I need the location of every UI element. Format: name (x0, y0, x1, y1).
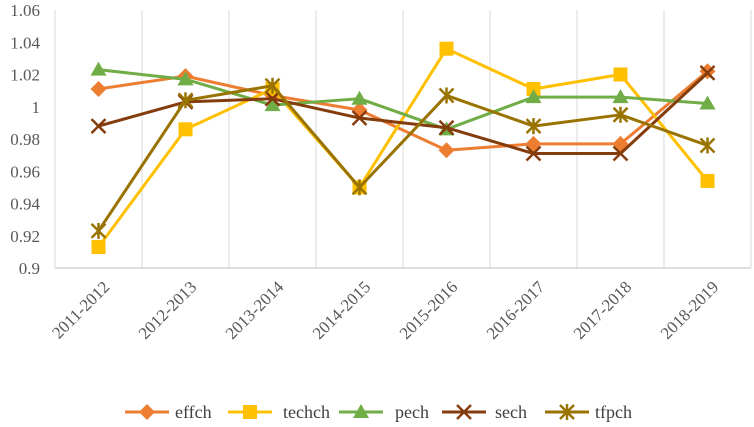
legend-label: effch (175, 402, 212, 422)
data-point-pech (351, 90, 368, 105)
legend-item-tfpch: tfpch (545, 402, 632, 422)
data-point-techch (613, 67, 628, 82)
legend-marker (353, 404, 369, 418)
legend-marker (456, 404, 472, 420)
series-layer (90, 41, 716, 255)
grid-layer (54, 10, 752, 268)
data-point-techch (700, 173, 715, 188)
data-point-tfpch (438, 87, 455, 104)
data-point-sech (612, 145, 629, 162)
legend: effch techch pech sech tfpch (125, 402, 632, 422)
data-point-tfpch (177, 92, 194, 109)
legend-item-sech: sech (442, 402, 527, 422)
x-tick-label: 2013-2014 (222, 277, 288, 343)
axis-layer: 0.9 0.92 0.94 0.96 0.98 1 1.02 1.04 1.06 2011-201… (10, 1, 751, 343)
legend-label: pech (395, 402, 429, 422)
data-point-tfpch (351, 179, 368, 196)
data-point-tfpch (90, 222, 107, 239)
data-point-sech (438, 119, 455, 136)
y-tick-label: 1.06 (10, 1, 40, 20)
legend-marker (139, 404, 155, 420)
series-pech (90, 61, 716, 136)
series-sech (90, 65, 716, 162)
series-tfpch (90, 77, 716, 239)
x-tick-label: 2012-2013 (135, 277, 201, 343)
legend-label: tfpch (595, 402, 632, 422)
y-tick-label: 1 (32, 98, 41, 117)
data-point-sech (525, 145, 542, 162)
data-point-tfpch (612, 106, 629, 123)
x-tick-label: 2016-2017 (483, 277, 549, 343)
legend-item-techch: techch (228, 402, 330, 422)
series-line-techch (97, 47, 709, 248)
series-line-tfpch (97, 84, 708, 232)
y-tick-label: 0.9 (19, 259, 40, 278)
data-point-pech (525, 89, 542, 104)
legend-label: sech (495, 402, 527, 422)
legend-item-effch: effch (125, 402, 212, 422)
series-line-effch (98, 70, 709, 152)
x-tick-label: 2011-2012 (48, 277, 113, 342)
y-tick-label: 0.96 (10, 162, 40, 181)
x-tick-label: 2018-2019 (657, 277, 723, 343)
y-tick-label: 0.94 (10, 195, 40, 214)
x-tick-label: 2017-2018 (570, 277, 636, 343)
data-point-pech (612, 89, 629, 104)
data-point-pech (264, 97, 281, 112)
legend-item-pech: pech (339, 402, 429, 422)
data-point-techch (91, 240, 106, 255)
data-point-pech (90, 61, 107, 76)
data-point-sech (264, 90, 281, 107)
data-point-pech (177, 71, 194, 86)
data-point-tfpch (264, 77, 281, 94)
legend-marker (559, 404, 575, 420)
data-point-techch (526, 82, 541, 97)
legend-label: techch (283, 402, 330, 422)
series-line-pech (98, 68, 708, 131)
data-point-techch (178, 122, 193, 137)
data-point-sech (351, 110, 368, 126)
y-tick-label: 1.02 (10, 66, 40, 85)
series-line-sech (98, 71, 709, 156)
data-point-sech (699, 65, 716, 81)
legend-marker (243, 405, 257, 419)
y-tick-label: 1.04 (10, 33, 40, 52)
data-point-effch (90, 81, 107, 98)
y-tick-label: 0.98 (10, 130, 40, 149)
data-point-tfpch (525, 118, 542, 135)
y-tick-label: 0.92 (10, 227, 40, 246)
data-point-pech (699, 95, 716, 110)
data-point-sech (90, 118, 107, 134)
x-tick-label: 2014-2015 (309, 277, 375, 343)
data-point-effch (438, 142, 455, 159)
data-point-tfpch (699, 137, 716, 154)
x-tick-label: 2015-2016 (396, 277, 462, 343)
data-point-techch (439, 41, 454, 56)
